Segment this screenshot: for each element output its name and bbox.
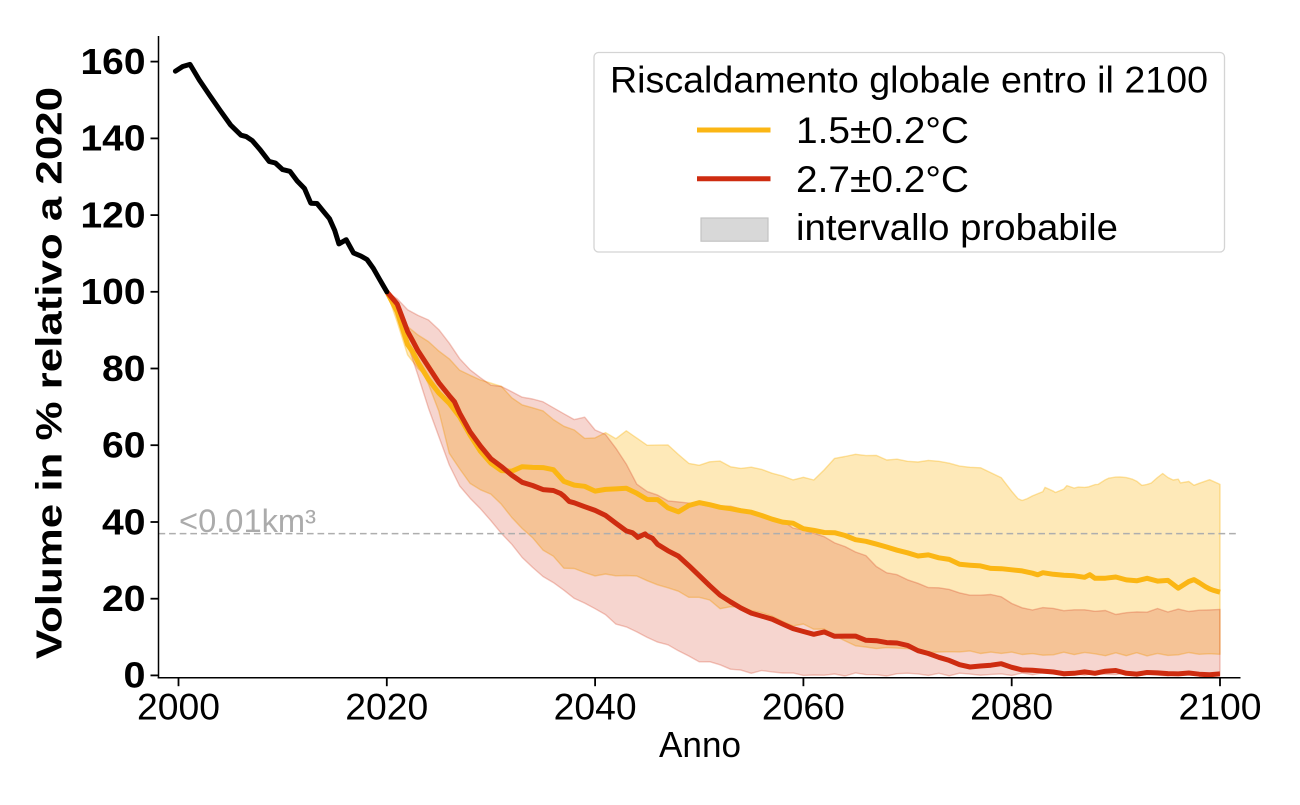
svg-text:20: 20 xyxy=(102,578,146,619)
svg-text:2060: 2060 xyxy=(762,687,845,728)
svg-text:1.5±0.2°C: 1.5±0.2°C xyxy=(796,110,969,151)
svg-text:2040: 2040 xyxy=(554,687,637,728)
svg-text:2020: 2020 xyxy=(345,687,428,728)
svg-text:Anno: Anno xyxy=(659,724,741,765)
svg-text:140: 140 xyxy=(81,118,146,159)
svg-text:40: 40 xyxy=(102,501,146,542)
svg-text:120: 120 xyxy=(81,194,146,235)
svg-text:2080: 2080 xyxy=(970,687,1053,728)
svg-text:60: 60 xyxy=(102,425,146,466)
svg-text:160: 160 xyxy=(81,41,146,82)
svg-text:<0.01km³: <0.01km³ xyxy=(179,503,316,539)
svg-text:80: 80 xyxy=(102,348,146,389)
svg-text:0: 0 xyxy=(124,655,146,696)
svg-text:intervallo probabile: intervallo probabile xyxy=(796,207,1118,248)
svg-text:Volume in % relativo a 2020: Volume in % relativo a 2020 xyxy=(29,87,70,659)
svg-text:2.7±0.2°C: 2.7±0.2°C xyxy=(796,159,969,200)
svg-text:2000: 2000 xyxy=(137,687,220,728)
svg-text:2100: 2100 xyxy=(1179,687,1262,728)
svg-text:Riscaldamento globale entro il: Riscaldamento globale entro il 2100 xyxy=(610,60,1208,101)
svg-text:100: 100 xyxy=(81,271,146,312)
